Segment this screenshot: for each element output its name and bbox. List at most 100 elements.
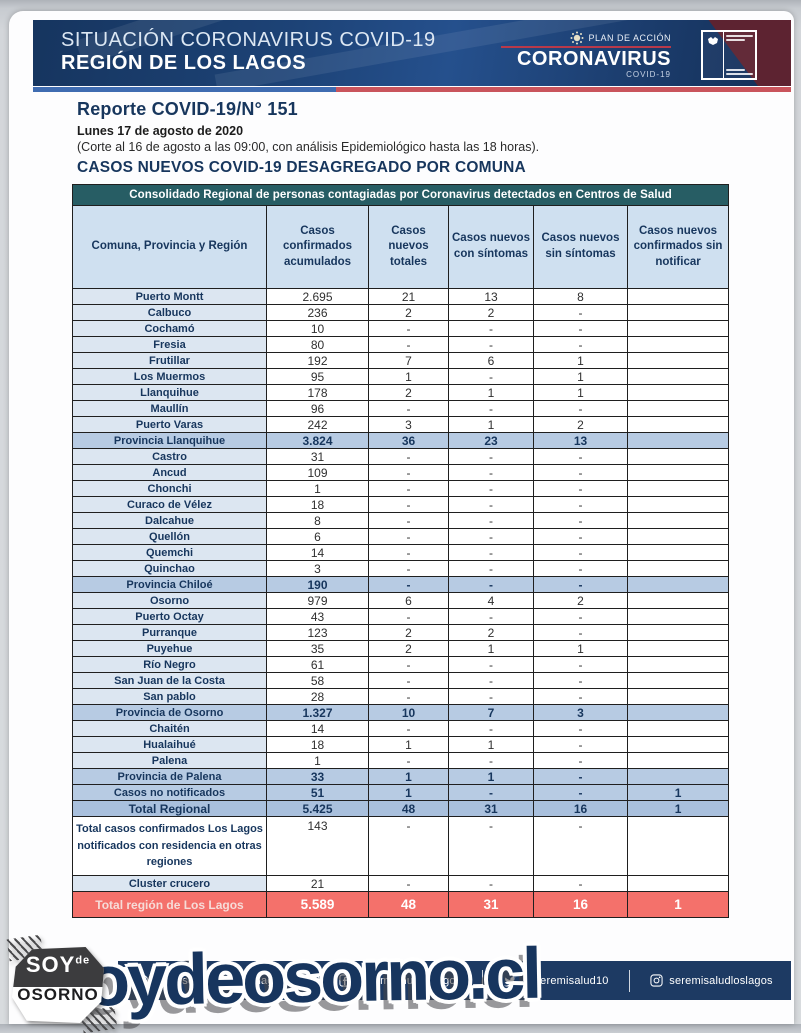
row-label: Hualaihué xyxy=(72,736,267,753)
virus-icon xyxy=(570,31,584,45)
row-value: 1 xyxy=(448,384,534,401)
row-value: 1 xyxy=(533,640,628,657)
row-value xyxy=(626,304,730,321)
table-row: Provincia de Palena 33 1 1- xyxy=(72,768,730,785)
row-label: Osorno xyxy=(72,592,267,609)
row-label: Total casos confirmados Los Lagos notifi… xyxy=(72,816,267,876)
row-value: 3 xyxy=(266,560,369,577)
banner-title-line2: REGIÓN DE LOS LAGOS xyxy=(61,52,307,74)
row-value: - xyxy=(448,448,534,465)
row-value: - xyxy=(448,688,534,705)
row-value: - xyxy=(533,480,628,497)
row-value: - xyxy=(533,736,628,753)
badge-de-label: de xyxy=(75,954,91,967)
header-banner: SITUACIÓN CORONAVIRUS COVID-19 REGIÓN DE… xyxy=(33,20,791,86)
row-value: 48 xyxy=(368,891,449,918)
row-label: Total Regional xyxy=(72,800,267,817)
table-row: Quemchi 14- - - xyxy=(72,544,730,561)
row-value: 6 xyxy=(368,592,449,609)
row-value: 58 xyxy=(266,672,369,689)
row-value xyxy=(626,656,730,673)
twitter-icon xyxy=(504,976,517,987)
row-value: - xyxy=(368,672,449,689)
row-value: 51 xyxy=(266,784,369,801)
report-heading: Reporte COVID-19/N° 151 Lunes 17 de agos… xyxy=(77,99,737,177)
row-label: Provincia Llanquihue xyxy=(72,432,267,449)
row-label: Palena xyxy=(72,752,267,769)
row-value: - xyxy=(448,784,534,801)
row-value: - xyxy=(368,875,449,892)
row-label: Castro xyxy=(72,448,267,465)
row-value: - xyxy=(368,576,449,593)
row-value: - xyxy=(448,512,534,529)
row-label: Puerto Octay xyxy=(72,608,267,625)
table-row: Los Muermos 95 1-1 xyxy=(72,368,730,385)
row-value: - xyxy=(448,608,534,625)
row-value xyxy=(626,592,730,609)
website-label: www.seremisaludloslagos.cl xyxy=(155,974,298,987)
row-value: 2 xyxy=(368,304,449,321)
footer-twitter: @seremisalud10 xyxy=(503,975,609,987)
column-header: Casos confirmados acumulados xyxy=(266,205,369,289)
table-row: Maullín 96- - - xyxy=(72,400,730,417)
row-value: 31 xyxy=(448,800,534,817)
row-value: - xyxy=(368,448,449,465)
table-row: Total Regional 5.425 48 31 16 1 xyxy=(72,800,730,817)
row-value: - xyxy=(533,768,628,785)
government-logo-box xyxy=(701,30,757,80)
row-value: 1 xyxy=(533,384,628,401)
table-row: Puerto Octay 43- - - xyxy=(72,608,730,625)
row-value: 2 xyxy=(533,592,628,609)
row-value: - xyxy=(368,528,449,545)
table-row: Cluster crucero 21- - - xyxy=(72,875,730,892)
row-label: Llanquihue xyxy=(72,384,267,401)
row-value: 8 xyxy=(266,512,369,529)
row-value: 23 xyxy=(448,432,534,449)
globe-icon xyxy=(136,974,149,987)
row-value: 242 xyxy=(266,416,369,433)
row-label: Total región de Los Lagos xyxy=(72,891,267,918)
row-value: 80 xyxy=(266,336,369,353)
row-value: 28 xyxy=(266,688,369,705)
row-value: - xyxy=(533,496,628,513)
row-label: Cochamó xyxy=(72,320,267,337)
row-value: 16 xyxy=(533,891,628,918)
column-header: Casos nuevos confirmados sin notificar xyxy=(626,205,730,289)
row-value: - xyxy=(448,560,534,577)
row-value: 1 xyxy=(368,368,449,385)
row-value xyxy=(626,608,730,625)
row-value: 1 xyxy=(626,784,730,801)
section-title: CASOS NUEVOS COVID-19 DESAGREGADO POR CO… xyxy=(77,159,526,176)
row-label: Calbuco xyxy=(72,304,267,321)
document-page: SITUACIÓN CORONAVIRUS COVID-19 REGIÓN DE… xyxy=(6,11,794,1033)
watermark-text: soydeosorno.cl xyxy=(48,933,540,1023)
table-row: Provincia de Osorno 1.327 10 7 3 xyxy=(72,704,730,721)
table-header-row: Comuna, Provincia y Región Casos confirma… xyxy=(72,205,730,289)
table-row: Calbuco 236 2 2- xyxy=(72,304,730,321)
table-row: Provincia Llanquihue 3.824 36 23 13 xyxy=(72,432,730,449)
row-value: - xyxy=(533,608,628,625)
row-value: - xyxy=(533,656,628,673)
row-value: 14 xyxy=(266,544,369,561)
row-label: Río Negro xyxy=(72,656,267,673)
row-value: - xyxy=(368,560,449,577)
row-label: Cluster crucero xyxy=(72,875,267,892)
row-value: - xyxy=(448,336,534,353)
row-value: 192 xyxy=(266,352,369,369)
row-value: - xyxy=(448,368,534,385)
row-value: - xyxy=(448,320,534,337)
row-value: 7 xyxy=(448,704,534,721)
row-value: - xyxy=(448,528,534,545)
table-row: Casos no notificados 51 1- -1 xyxy=(72,784,730,801)
row-value: - xyxy=(533,720,628,737)
row-value: 109 xyxy=(266,464,369,481)
badge-osorno-label: OSORNO xyxy=(17,985,99,1004)
row-value: - xyxy=(533,336,628,353)
row-value: 1 xyxy=(368,768,449,785)
row-value: - xyxy=(448,544,534,561)
row-value: - xyxy=(368,720,449,737)
column-header: Comuna, Provincia y Región xyxy=(72,205,267,289)
row-value xyxy=(626,352,730,369)
row-value: 43 xyxy=(266,608,369,625)
row-value: 123 xyxy=(266,624,369,641)
